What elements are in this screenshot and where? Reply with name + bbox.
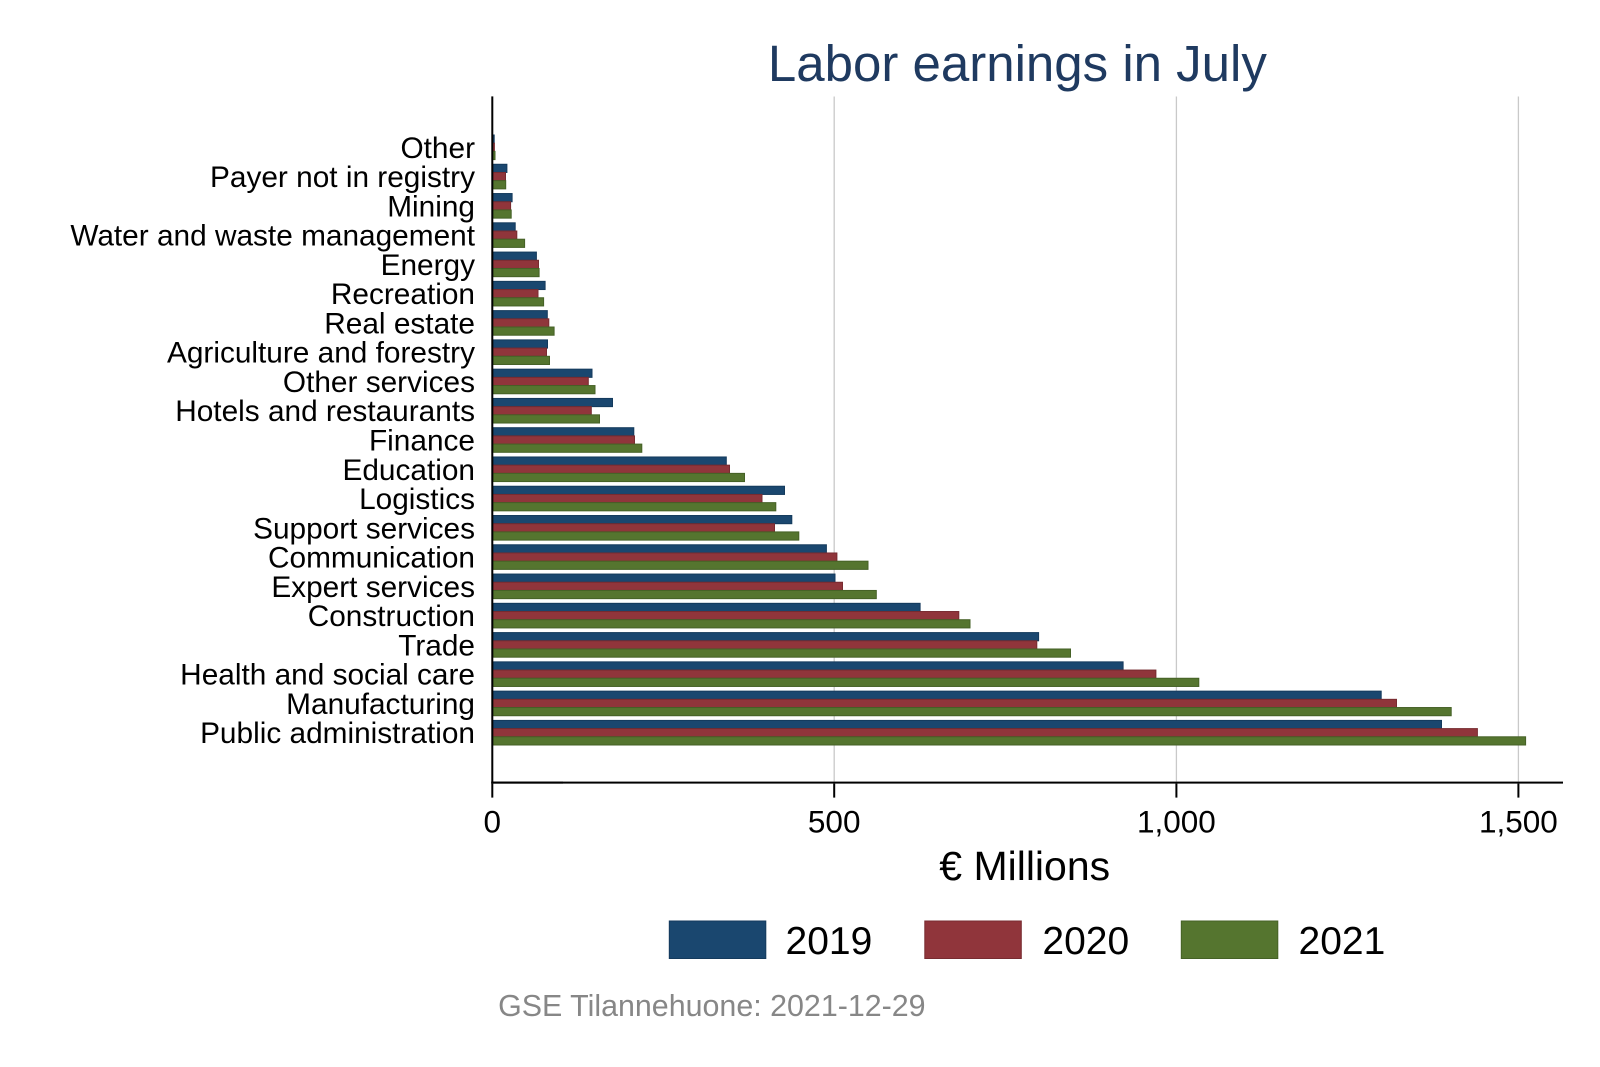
svg-text:Public administration: Public administration: [200, 717, 475, 750]
svg-text:€ Millions: € Millions: [939, 843, 1110, 889]
svg-text:1,000: 1,000: [1137, 803, 1216, 839]
svg-text:Manufacturing: Manufacturing: [286, 688, 475, 721]
svg-text:Energy: Energy: [381, 249, 476, 282]
svg-text:Communication: Communication: [268, 542, 475, 575]
svg-text:Mining: Mining: [387, 190, 475, 223]
svg-text:1,500: 1,500: [1479, 803, 1558, 839]
svg-text:Expert services: Expert services: [271, 571, 475, 604]
svg-text:Logistics: Logistics: [359, 483, 475, 516]
svg-text:Recreation: Recreation: [331, 278, 475, 311]
svg-text:Finance: Finance: [369, 425, 475, 458]
svg-text:Trade: Trade: [398, 629, 475, 662]
svg-text:Real estate: Real estate: [324, 307, 475, 340]
svg-text:2019: 2019: [786, 920, 873, 963]
svg-text:Labor earnings in July: Labor earnings in July: [768, 35, 1267, 92]
svg-text:0: 0: [484, 803, 502, 839]
svg-text:Agriculture and forestry: Agriculture and forestry: [167, 337, 475, 370]
svg-text:Payer not in registry: Payer not in registry: [210, 161, 475, 194]
svg-text:500: 500: [808, 803, 861, 839]
svg-text:Other: Other: [400, 132, 475, 165]
svg-text:Health and social care: Health and social care: [180, 659, 475, 692]
svg-text:Support services: Support services: [253, 512, 475, 545]
svg-text:Hotels and restaurants: Hotels and restaurants: [175, 395, 475, 428]
svg-text:2021: 2021: [1299, 920, 1386, 963]
svg-text:GSE Tilannehuone: 2021-12-29: GSE Tilannehuone: 2021-12-29: [498, 989, 925, 1023]
svg-text:2020: 2020: [1042, 920, 1129, 963]
svg-text:Other services: Other services: [283, 366, 475, 399]
svg-text:Construction: Construction: [308, 600, 475, 633]
svg-text:Education: Education: [342, 454, 475, 487]
svg-text:Water and waste management: Water and waste management: [70, 220, 475, 253]
